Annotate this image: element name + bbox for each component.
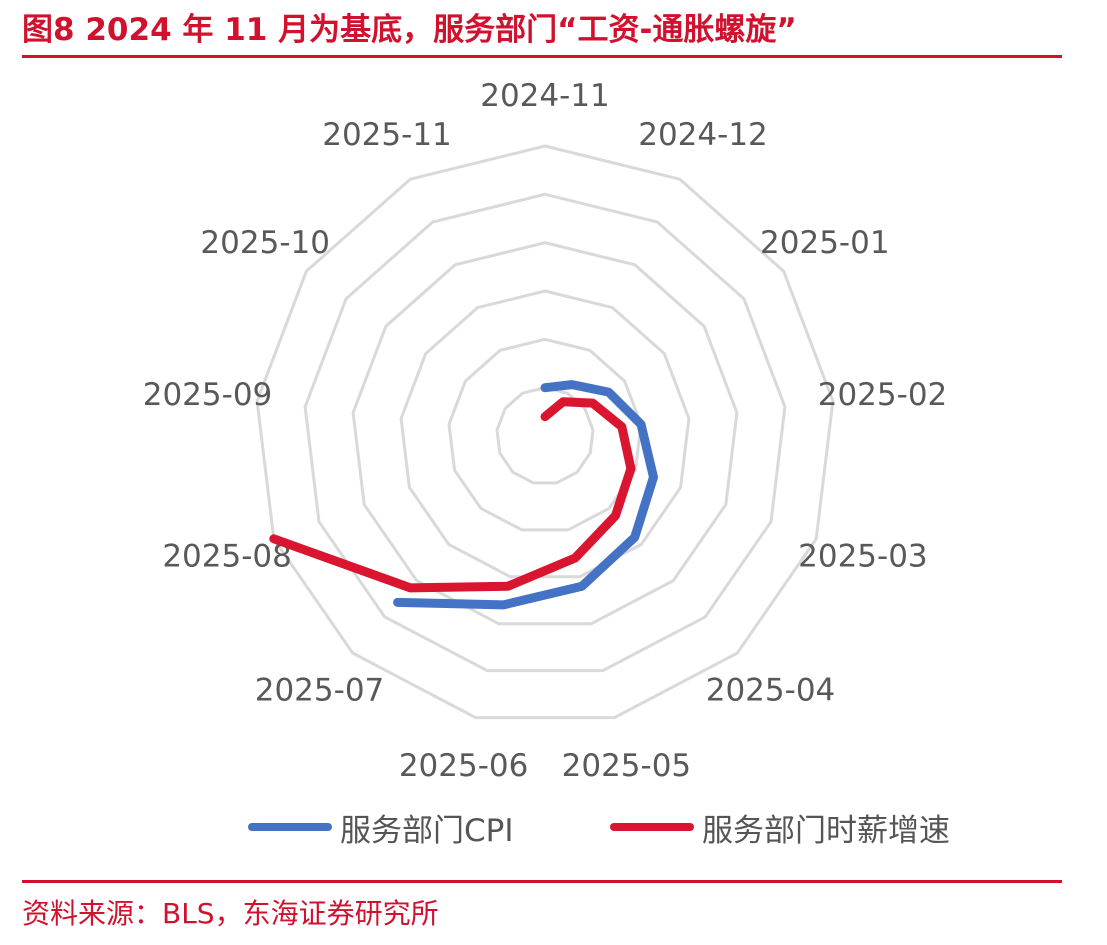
grid-ring-6 [255, 144, 835, 720]
category-label: 2025-10 [200, 225, 330, 261]
grid-ring-2 [447, 337, 643, 532]
source-note: 资料来源：BLS，东海证券研究所 [22, 897, 439, 930]
category-label: 2025-08 [162, 539, 292, 575]
radar-grid [255, 144, 835, 720]
legend-item-cpi: 服务部门CPI [248, 803, 513, 851]
series-line-1 [269, 397, 636, 593]
legend-label-cpi: 服务部门CPI [340, 812, 514, 849]
category-label: 2025-03 [798, 539, 928, 575]
legend-label-wage: 服务部门时薪增速 [702, 812, 950, 849]
legend-swatch-wage [610, 823, 694, 831]
category-label: 2025-06 [399, 748, 529, 784]
category-label: 2025-02 [818, 377, 948, 413]
category-label: 2025-04 [706, 673, 836, 709]
series-line-0 [393, 380, 658, 610]
footer-rule [22, 880, 1062, 883]
legend-item-wage: 服务部门时薪增速 [610, 803, 950, 851]
grid-ring-3 [399, 289, 691, 579]
grid-ring-4 [351, 241, 739, 626]
category-label: 2025-09 [143, 377, 273, 413]
title-rule [22, 55, 1062, 58]
category-label: 2025-01 [760, 225, 890, 261]
category-label: 2025-07 [255, 673, 385, 709]
legend: 服务部门CPI 服务部门时薪增速 [0, 803, 1107, 851]
series-lines [269, 380, 658, 610]
category-label: 2025-05 [562, 748, 692, 784]
figure-title: 图8 2024 年 11 月为基底，服务部门“工资-通胀螺旋” [22, 12, 797, 48]
category-labels: 2024-11 2024-12 2025-01 2025-02 2025-03 2025-… [143, 78, 948, 784]
legend-swatch-cpi [248, 823, 332, 831]
category-label: 2024-11 [480, 78, 610, 114]
grid-ring-1 [495, 386, 595, 485]
category-label: 2025-11 [322, 117, 452, 153]
grid-ring-5 [303, 192, 787, 673]
category-label: 2024-12 [638, 117, 768, 153]
